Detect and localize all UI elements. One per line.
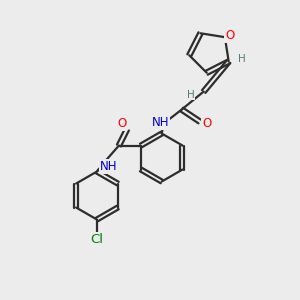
Text: H: H — [187, 89, 195, 100]
Text: Cl: Cl — [90, 233, 104, 246]
Text: H: H — [238, 53, 246, 64]
Text: O: O — [202, 117, 211, 130]
Text: NH: NH — [152, 116, 169, 129]
Text: O: O — [117, 117, 127, 130]
Text: O: O — [225, 29, 235, 42]
Text: NH: NH — [100, 160, 118, 173]
